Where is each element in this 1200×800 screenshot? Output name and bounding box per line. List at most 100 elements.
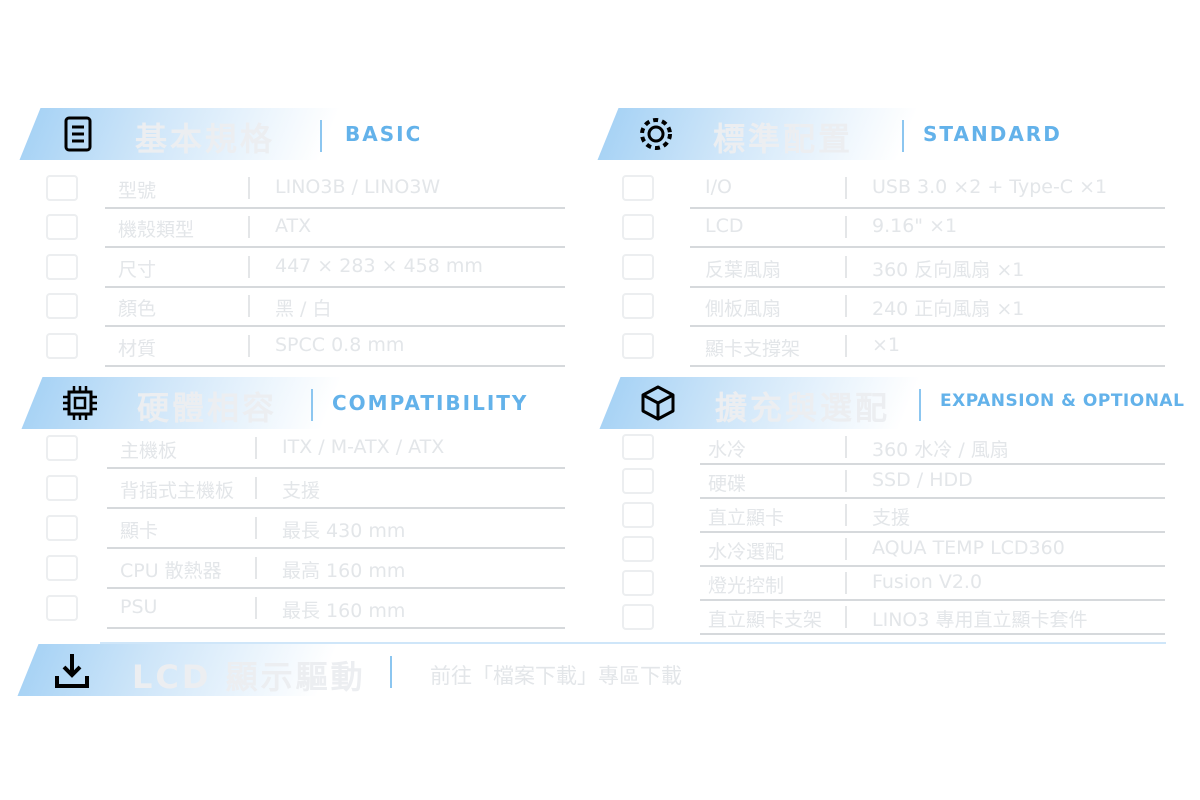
row-icon	[46, 475, 78, 501]
row-value: 支援	[282, 480, 321, 502]
row-divider	[107, 587, 565, 589]
row-icon	[46, 595, 78, 621]
row-divider	[690, 206, 1165, 209]
row-separator	[845, 176, 847, 199]
row-separator	[845, 470, 847, 492]
row-divider	[700, 565, 1165, 567]
row-label: LCD	[705, 215, 744, 238]
row-value: SPCC 0.8 mm	[275, 333, 405, 356]
download-icon	[50, 648, 94, 692]
row-divider	[107, 627, 565, 629]
row-separator	[845, 216, 847, 239]
divider	[902, 120, 904, 152]
row-icon	[622, 570, 654, 596]
row-divider	[700, 497, 1165, 499]
row-icon	[46, 515, 78, 541]
row-icon	[622, 468, 654, 494]
row-divider	[690, 364, 1165, 367]
row-label: 顏色	[118, 298, 157, 321]
row-value: ATX	[275, 215, 312, 238]
row-divider	[700, 531, 1165, 533]
row-value: USB 3.0 ×2 + Type-C ×1	[872, 175, 1108, 198]
row-divider	[690, 285, 1165, 288]
row-icon	[46, 253, 78, 280]
row-divider	[700, 633, 1165, 635]
row-icon	[622, 604, 654, 630]
footer-title: LCD 顯示驅動	[132, 658, 366, 696]
row-icon	[46, 293, 78, 320]
row-divider	[690, 246, 1165, 248]
row-separator	[255, 437, 257, 459]
row-separator	[248, 295, 250, 318]
row-icon	[622, 332, 654, 359]
row-label: 燈光控制	[708, 575, 785, 597]
row-label: 反葉風扇	[705, 258, 782, 281]
row-label: 顯卡支撐架	[705, 337, 801, 360]
section-title: 擴充與選配	[715, 389, 891, 427]
row-value: SSD / HDD	[872, 469, 973, 491]
section-title: 標準配置	[713, 120, 854, 158]
row-separator	[845, 334, 847, 357]
row-divider	[700, 599, 1165, 601]
row-icon	[622, 214, 654, 241]
row-label: 水冷	[708, 439, 747, 461]
row-separator	[255, 557, 257, 579]
divider	[311, 389, 313, 421]
row-separator	[845, 572, 847, 594]
row-icon	[622, 293, 654, 320]
row-divider	[105, 285, 565, 288]
section-subtitle: BASIC	[345, 122, 423, 146]
divider	[919, 389, 921, 421]
row-separator	[845, 255, 847, 278]
row-icon	[622, 502, 654, 528]
row-separator	[248, 255, 250, 278]
row-value: 447 × 283 × 458 mm	[275, 254, 483, 277]
row-divider	[105, 325, 565, 327]
row-value: 最長 160 mm	[282, 600, 406, 622]
row-divider	[107, 507, 565, 509]
row-separator	[248, 334, 250, 357]
row-icon	[46, 214, 78, 241]
row-label: 直立顯卡支架	[708, 609, 823, 631]
row-icon	[46, 435, 78, 461]
row-separator	[248, 216, 250, 239]
row-icon	[46, 332, 78, 359]
row-separator	[255, 517, 257, 539]
row-label: 顯卡	[120, 520, 159, 542]
section-subtitle: STANDARD	[923, 122, 1062, 146]
row-label: 尺寸	[118, 258, 157, 281]
row-label: I/O	[705, 175, 732, 198]
section-subtitle: EXPANSION & OPTIONAL	[940, 391, 1185, 411]
row-value: ITX / M-ATX / ATX	[282, 436, 445, 458]
row-label: 水冷選配	[708, 541, 785, 563]
row-icon	[622, 536, 654, 562]
row-icon	[46, 555, 78, 581]
row-label: 材質	[118, 337, 157, 360]
row-separator	[845, 504, 847, 526]
row-value: 360 水冷 / 風扇	[872, 439, 1009, 461]
row-divider	[105, 246, 565, 248]
section-icon	[634, 112, 678, 156]
row-label: 側板風扇	[705, 298, 782, 321]
section-icon	[58, 381, 102, 425]
row-value: 支援	[872, 507, 911, 529]
row-separator	[845, 436, 847, 458]
row-divider	[700, 463, 1165, 465]
row-separator	[248, 176, 250, 199]
section-icon	[56, 112, 100, 156]
row-value: LINO3B / LINO3W	[275, 175, 441, 198]
section-icon	[636, 381, 680, 425]
row-divider	[107, 547, 565, 549]
row-label: 型號	[118, 179, 157, 202]
row-separator	[845, 538, 847, 560]
row-icon	[622, 174, 654, 201]
row-label: 背插式主機板	[120, 480, 235, 502]
row-value: ×1	[872, 333, 901, 356]
footer-rule	[100, 642, 1166, 644]
row-value: 360 反向風扇 ×1	[872, 258, 1025, 281]
section-subtitle: COMPATIBILITY	[332, 391, 529, 415]
section-title: 基本規格	[135, 120, 276, 158]
row-label: 主機板	[120, 440, 178, 462]
row-value: 9.16" ×1	[872, 215, 958, 238]
